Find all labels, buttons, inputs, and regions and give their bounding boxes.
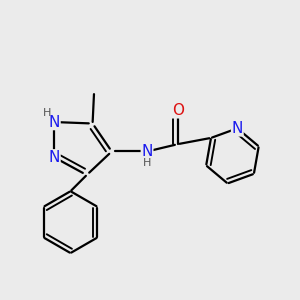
Text: N: N bbox=[141, 144, 153, 159]
Text: H: H bbox=[143, 158, 151, 168]
Text: H: H bbox=[43, 108, 51, 118]
Text: N: N bbox=[232, 121, 243, 136]
Text: O: O bbox=[172, 103, 184, 118]
Text: N: N bbox=[49, 150, 60, 165]
Text: N: N bbox=[49, 115, 60, 130]
